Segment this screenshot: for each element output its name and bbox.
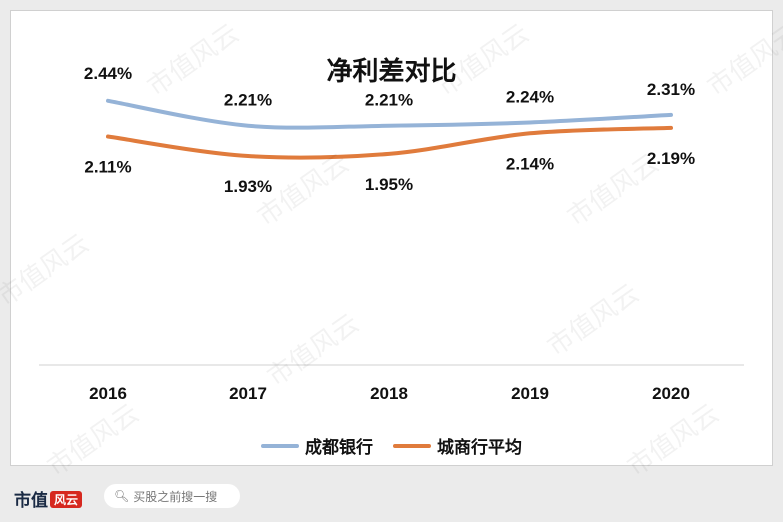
data-label-0-3: 2.24% <box>506 87 554 106</box>
data-label-1-2: 1.95% <box>365 175 413 194</box>
brand-logo[interactable]: 市值 风云 <box>14 486 83 511</box>
footer-bar: 市值 风云 🔍︎ 买股之前搜一搜 <box>0 470 783 522</box>
x-tick-label-1: 2017 <box>229 384 267 403</box>
legend-item-0: 成都银行 <box>261 433 373 458</box>
series-line-1 <box>106 125 673 160</box>
data-label-0-4: 2.31% <box>647 80 695 99</box>
data-label-1-1: 1.93% <box>224 177 272 196</box>
x-tick-label-0: 2016 <box>89 384 127 403</box>
legend-label-1: 城商行平均 <box>437 438 522 457</box>
data-label-1-3: 2.14% <box>506 154 554 173</box>
brand-name: 市值 <box>14 491 48 511</box>
chart-legend: 成都银行 城商行平均 <box>11 433 772 458</box>
x-tick-label-2: 2018 <box>370 384 408 403</box>
legend-label-0: 成都银行 <box>305 438 373 457</box>
search-placeholder: 买股之前搜一搜 <box>133 489 218 504</box>
x-tick-label-4: 2020 <box>652 384 690 403</box>
series-line-0 <box>106 98 673 130</box>
search-icon: 🔍︎ <box>114 489 130 503</box>
data-label-0-1: 2.21% <box>224 91 272 110</box>
x-tick-label-3: 2019 <box>511 384 549 403</box>
data-label-1-0: 2.11% <box>84 158 131 177</box>
legend-swatch-1 <box>393 443 431 448</box>
search-box[interactable]: 🔍︎ 买股之前搜一搜 <box>104 484 240 508</box>
data-label-0-2: 2.21% <box>365 91 413 110</box>
chart-title: 净利差对比 <box>326 56 457 86</box>
brand-mark: 风云 <box>50 491 83 508</box>
legend-item-1: 城商行平均 <box>393 433 522 458</box>
data-label-0-0: 2.44% <box>84 64 132 83</box>
chart-card: 净利差对比 2016 2017 2018 2019 2020 2.44% 2.21% 2.2… <box>10 10 773 466</box>
legend-swatch-0 <box>261 443 299 448</box>
chart-plot: 2016 2017 2018 2019 2020 2.44% 2.21% 2.21% 2.24… <box>39 64 744 403</box>
data-label-1-4: 2.19% <box>647 149 695 168</box>
